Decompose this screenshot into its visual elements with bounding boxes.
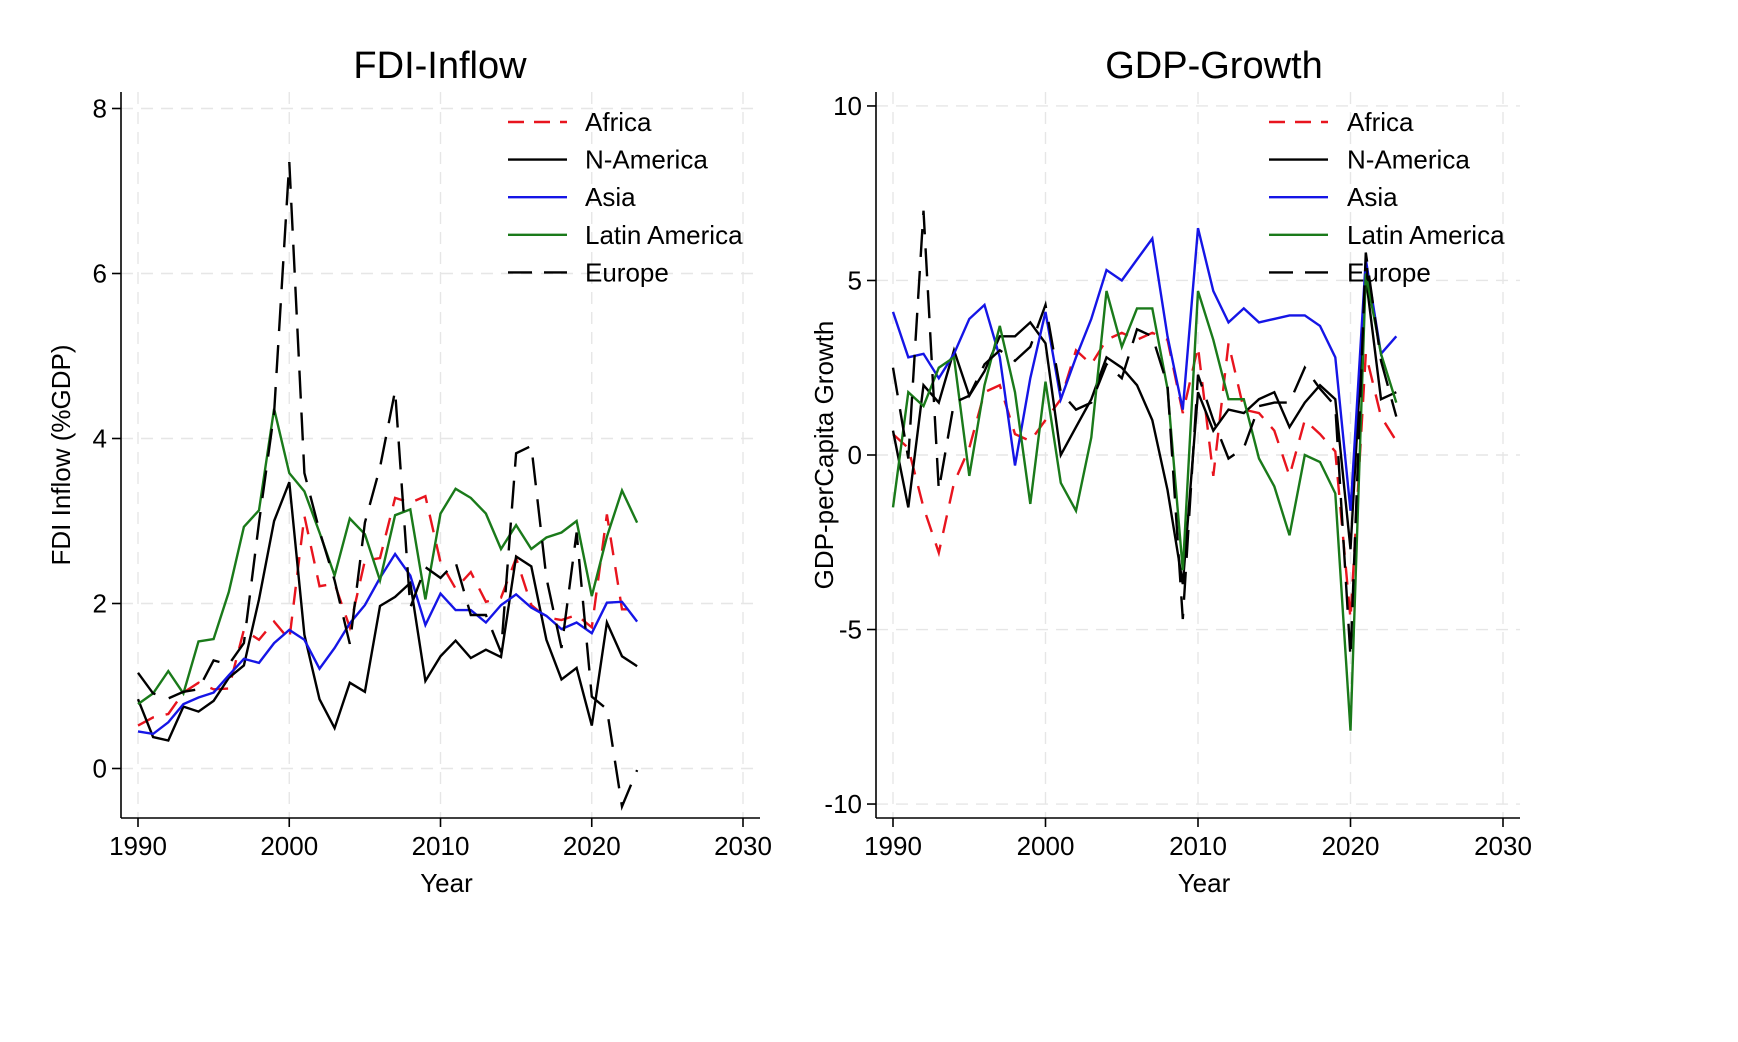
y-tick-label: -5 <box>839 615 862 645</box>
y-tick-label: 6 <box>93 259 107 289</box>
x-tick-label: 2020 <box>1322 831 1380 861</box>
x-tick-label: 2000 <box>260 831 318 861</box>
y-tick-label: 8 <box>93 94 107 124</box>
series-line-n-america <box>136 481 638 742</box>
x-axis-label: Year <box>1178 868 1231 898</box>
y-tick-label: 4 <box>93 424 107 454</box>
x-tick-label: 1990 <box>864 831 922 861</box>
x-tick-label: 2010 <box>1169 831 1227 861</box>
series-line-africa <box>892 331 1398 620</box>
legend-label-africa: Africa <box>585 107 652 137</box>
x-tick-label: 2030 <box>714 831 772 861</box>
y-axis-label: GDP-perCapita Growth <box>809 321 839 590</box>
legend: Africa N-America Asia Latin America Europe <box>1269 107 1505 287</box>
x-tick-label: 2000 <box>1017 831 1075 861</box>
legend-label-asia: Asia <box>585 182 636 212</box>
legend-label-n-america: N-America <box>585 145 708 175</box>
legend-label-europe: Europe <box>1347 257 1431 287</box>
y-tick-label: 0 <box>848 440 862 470</box>
y-tick-label: 2 <box>93 589 107 619</box>
fdi-inflow-chart: 0 2 4 6 8 1990 2000 2010 2020 2030 FDI-Inflow Year F… <box>46 45 772 898</box>
legend: Africa N-America Asia Latin America Europe <box>508 107 743 287</box>
chart-title: GDP-Growth <box>1105 45 1322 87</box>
series-line-europe <box>891 210 1398 658</box>
legend-label-asia: Asia <box>1347 182 1398 212</box>
gdp-growth-chart: -10 -5 0 5 10 1990 2000 2010 2020 2030 GDP-Growth Y… <box>809 45 1532 898</box>
series-line-asia <box>891 227 1398 511</box>
y-tick-label: 5 <box>848 265 862 295</box>
series-group <box>891 210 1398 731</box>
series-line-latin-america <box>137 408 639 706</box>
series-line-europe <box>137 162 639 811</box>
legend-label-n-america: N-America <box>1347 145 1470 175</box>
series-group <box>136 162 639 811</box>
y-tick-label: -10 <box>824 789 862 819</box>
x-tick-label: 1990 <box>109 831 167 861</box>
y-tick-label: 0 <box>93 754 107 784</box>
series-line-n-america <box>891 276 1397 585</box>
legend-label-europe: Europe <box>585 257 669 287</box>
x-tick-label: 2030 <box>1474 831 1532 861</box>
y-tick-label: 10 <box>833 91 862 121</box>
legend-label-latin-america: Latin America <box>1347 220 1505 250</box>
legend-label-latin-america: Latin America <box>585 220 743 250</box>
chart-title: FDI-Inflow <box>353 45 527 87</box>
series-line-latin-america <box>891 273 1398 731</box>
y-axis-label: FDI Inflow (%GDP) <box>46 344 76 565</box>
gridlines <box>876 92 1520 818</box>
gridlines <box>121 92 760 818</box>
legend-label-africa: Africa <box>1347 107 1414 137</box>
x-tick-label: 2020 <box>563 831 621 861</box>
x-tick-label: 2010 <box>412 831 470 861</box>
series-line-asia <box>137 551 639 736</box>
x-axis-label: Year <box>420 868 473 898</box>
